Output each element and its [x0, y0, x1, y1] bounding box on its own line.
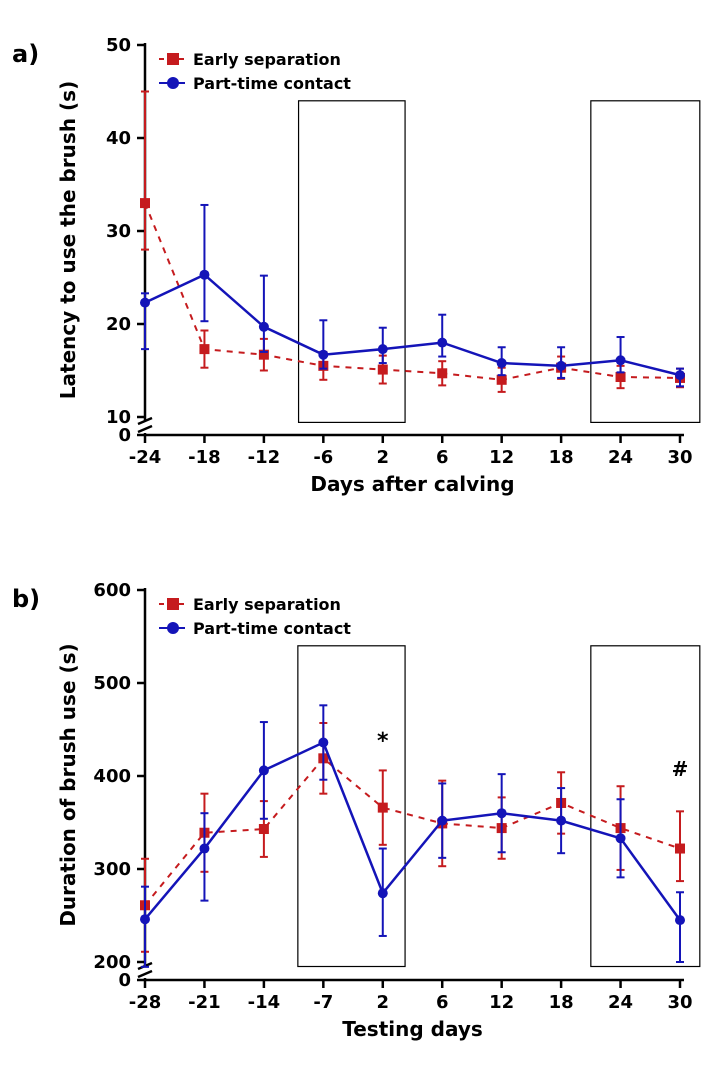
x-tick-label: -18 [188, 447, 221, 468]
marker-square [140, 198, 150, 208]
x-tick-label: -6 [313, 447, 333, 468]
x-tick-label: 30 [667, 992, 692, 1013]
marker-square [497, 375, 507, 385]
marker-circle [378, 344, 388, 354]
x-tick-label: -7 [313, 992, 333, 1013]
marker-square [199, 344, 209, 354]
x-tick-label: -21 [188, 992, 221, 1013]
legend-label: Early separation [193, 595, 341, 614]
x-tick-label: 12 [489, 992, 514, 1013]
legend-swatch-square [167, 53, 179, 65]
x-tick-label: 24 [608, 992, 633, 1013]
x-tick-label: 30 [667, 447, 692, 468]
series-line [145, 743, 680, 921]
y-tick-label: 500 [93, 673, 131, 694]
marker-square [259, 824, 269, 834]
x-tick-label: 18 [549, 447, 574, 468]
panel-b: 0200 300 400 500 600 -28 -21 -14 -7 2 6 12 18 24 30 Dur… [30, 560, 710, 1060]
marker-circle [497, 358, 507, 368]
marker-square [378, 365, 388, 375]
x-tick-label: 12 [489, 447, 514, 468]
x-tick-label: -28 [129, 992, 162, 1013]
x-tick-label: -12 [248, 447, 281, 468]
chart-svg-a: 010 20 30 40 50 -24 -18 -12 -6 2 6 12 18 24 30 Latency … [30, 15, 710, 505]
highlight-box [299, 101, 406, 423]
y-tick-label: 40 [106, 128, 131, 149]
x-tick-label: -14 [248, 992, 281, 1013]
x-tick-label: -24 [129, 447, 162, 468]
x-tick-label: 6 [436, 447, 449, 468]
legend-label: Part-time contact [193, 74, 351, 93]
legend-swatch-circle [167, 622, 179, 634]
y-tick-label: 20 [106, 314, 131, 335]
marker-circle [318, 738, 328, 748]
x-axis-title: Testing days [342, 1017, 483, 1041]
marker-circle [437, 338, 447, 348]
x-tick-label: 2 [377, 992, 390, 1013]
y-tick-label: 10 [106, 407, 131, 428]
y-tick-label: 0 [118, 970, 131, 991]
annotation-text: # [672, 757, 689, 781]
y-tick-label: 600 [93, 580, 131, 601]
marker-circle [556, 816, 566, 826]
marker-circle [140, 298, 150, 308]
x-axis-title: Days after calving [310, 472, 514, 496]
marker-circle [437, 816, 447, 826]
legend-label: Early separation [193, 50, 341, 69]
y-tick-label: 200 [93, 952, 131, 973]
marker-square [616, 372, 626, 382]
marker-circle [616, 355, 626, 365]
y-tick-label: 300 [93, 859, 131, 880]
legend-swatch-square [167, 598, 179, 610]
highlight-box [298, 646, 405, 967]
marker-circle [556, 361, 566, 371]
marker-circle [140, 914, 150, 924]
marker-circle [199, 270, 209, 280]
marker-circle [675, 370, 685, 380]
legend-swatch-circle [167, 77, 179, 89]
legend-label: Part-time contact [193, 619, 351, 638]
marker-circle [675, 915, 685, 925]
x-tick-label: 24 [608, 447, 633, 468]
marker-circle [616, 833, 626, 843]
panel-a: 010 20 30 40 50 -24 -18 -12 -6 2 6 12 18 24 30 Latency … [30, 15, 710, 505]
y-tick-label: 50 [106, 35, 131, 56]
series-line [145, 275, 680, 375]
marker-square [378, 803, 388, 813]
marker-circle [497, 808, 507, 818]
marker-circle [318, 350, 328, 360]
marker-square [437, 368, 447, 378]
x-tick-label: 18 [549, 992, 574, 1013]
marker-square [675, 844, 685, 854]
y-axis-title: Latency to use the brush (s) [56, 81, 80, 399]
y-axis-title: Duration of brush use (s) [56, 643, 80, 926]
figure-root: a)01020304050-24-18-12-62612182430Latenc… [0, 0, 725, 1085]
y-tick-label: 30 [106, 221, 131, 242]
x-tick-label: 6 [436, 992, 449, 1013]
marker-circle [378, 888, 388, 898]
marker-circle [259, 765, 269, 775]
marker-circle [199, 844, 209, 854]
chart-svg-b: 0200 300 400 500 600 -28 -21 -14 -7 2 6 12 18 24 30 Dur… [30, 560, 710, 1060]
marker-circle [259, 322, 269, 332]
annotation-text: * [377, 729, 389, 754]
x-tick-label: 2 [377, 447, 390, 468]
y-tick-label: 0 [118, 425, 131, 446]
y-tick-label: 400 [93, 766, 131, 787]
